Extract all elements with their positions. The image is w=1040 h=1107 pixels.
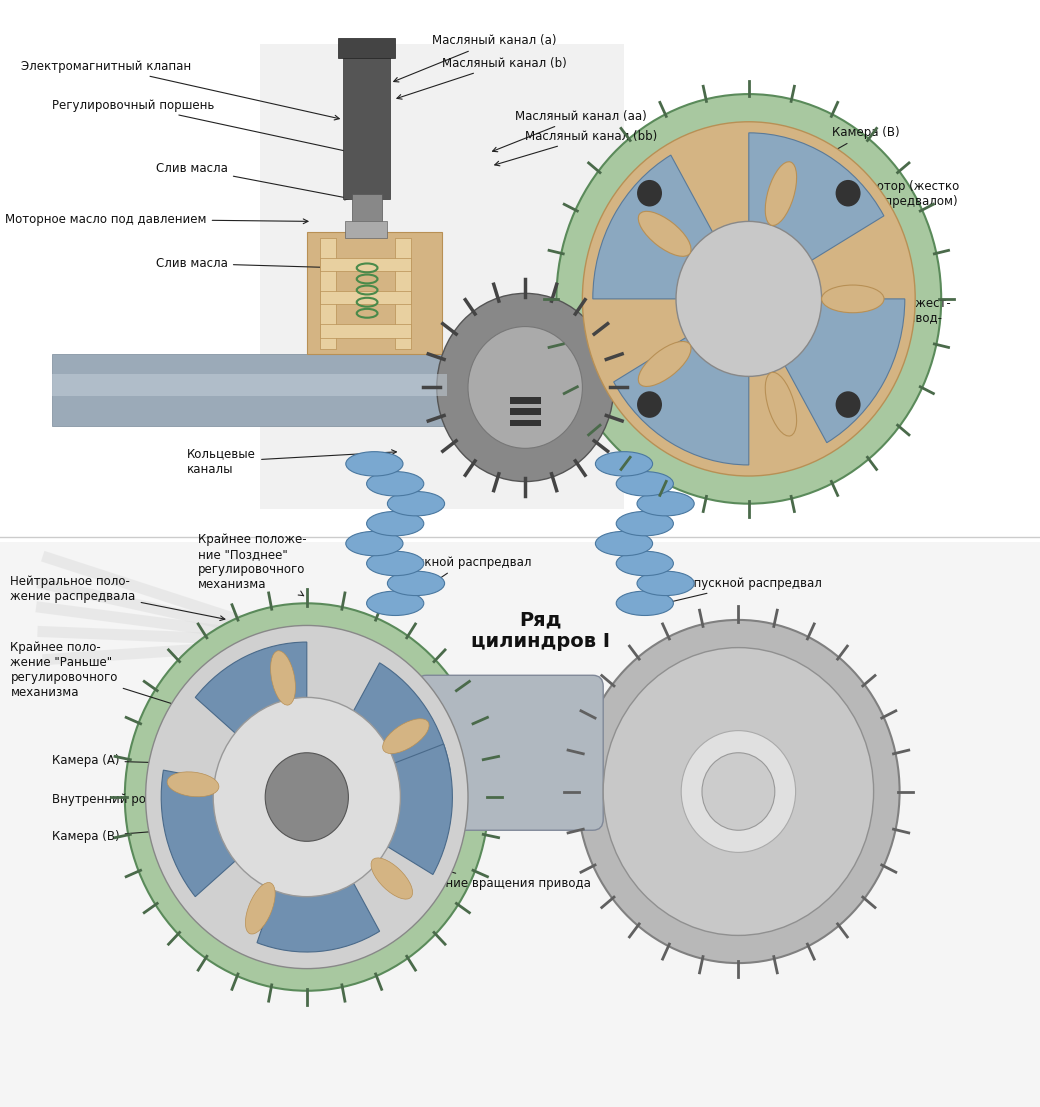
Text: Крайнее положе-
ние "Позднее"
регулировочного
механизма: Крайнее положе- ние "Позднее" регулирово… (198, 534, 306, 596)
Wedge shape (196, 642, 307, 797)
Text: Камера (А): Камера (А) (779, 261, 868, 282)
Text: Наружный ротор: Наружный ротор (198, 868, 304, 890)
Wedge shape (593, 155, 749, 299)
Circle shape (835, 391, 860, 417)
Ellipse shape (366, 591, 424, 615)
Text: Наружный ротор (жест-
ко соединен с привод-
ной цепью): Наружный ротор (жест- ко соединен с прив… (789, 298, 951, 340)
Text: Слив масла: Слив масла (156, 257, 339, 270)
Ellipse shape (636, 571, 695, 596)
Text: Масляный канал (bb): Масляный канал (bb) (495, 130, 657, 166)
Circle shape (213, 697, 400, 897)
Ellipse shape (366, 511, 424, 536)
Ellipse shape (366, 472, 424, 496)
Ellipse shape (245, 882, 276, 934)
Circle shape (676, 221, 822, 376)
Ellipse shape (366, 551, 424, 576)
Text: Регулировочный поршень: Регулировочный поршень (52, 99, 349, 153)
Bar (52, 374, 447, 396)
Bar (320, 238, 336, 349)
Bar (320, 258, 411, 271)
Text: Электромагнитный клапан: Электромагнитный клапан (21, 60, 339, 120)
Wedge shape (307, 663, 450, 797)
Ellipse shape (371, 858, 413, 899)
Bar (343, 55, 390, 199)
Wedge shape (307, 744, 452, 875)
Bar (510, 408, 541, 415)
Bar (52, 354, 447, 426)
Circle shape (702, 753, 775, 830)
Text: Камера (А): Камера (А) (52, 754, 193, 767)
Text: Моторное масло под давлением: Моторное масло под давлением (5, 213, 308, 226)
Bar (320, 324, 411, 338)
Circle shape (265, 753, 348, 841)
Ellipse shape (765, 372, 797, 436)
Circle shape (582, 122, 915, 476)
Ellipse shape (270, 651, 295, 705)
Bar (307, 232, 442, 354)
Text: Масляный канал (b): Масляный канал (b) (397, 56, 567, 100)
Text: Ряд
цилиндров I: Ряд цилиндров I (471, 610, 610, 652)
Ellipse shape (639, 211, 691, 257)
Text: Слив масла: Слив масла (156, 162, 349, 200)
Ellipse shape (639, 341, 691, 386)
Text: Направление вращения привода: Направление вращения привода (385, 866, 591, 890)
Bar (338, 38, 395, 58)
Text: Кольцевые
каналы: Кольцевые каналы (187, 447, 396, 476)
Ellipse shape (387, 492, 445, 516)
Circle shape (577, 620, 900, 963)
Wedge shape (257, 797, 380, 952)
Text: Выпускной распредвал: Выпускной распредвал (659, 577, 822, 606)
Ellipse shape (387, 571, 445, 596)
Ellipse shape (636, 492, 695, 516)
Bar (510, 420, 541, 426)
Text: Внутренний ротор (жестко
соединен с распредвалом): Внутренний ротор (жестко соединен с расп… (779, 179, 960, 225)
Ellipse shape (345, 531, 404, 556)
Wedge shape (614, 299, 749, 465)
Bar (320, 291, 411, 304)
Bar (0, 542, 1040, 1107)
Circle shape (638, 180, 662, 207)
Circle shape (146, 625, 468, 969)
Circle shape (638, 391, 662, 417)
Text: Крайнее поло-
жение "Раньше"
регулировочного
механизма: Крайнее поло- жение "Раньше" регулировоч… (10, 641, 183, 708)
Text: Масляный канал (a): Масляный канал (a) (394, 34, 556, 82)
Ellipse shape (616, 591, 674, 615)
Circle shape (603, 648, 874, 935)
Ellipse shape (595, 452, 653, 476)
Circle shape (437, 293, 614, 482)
Text: Масляный канал (aa): Масляный канал (aa) (493, 110, 647, 152)
Ellipse shape (167, 772, 218, 797)
Ellipse shape (616, 511, 674, 536)
Bar (260, 44, 624, 509)
Ellipse shape (822, 284, 884, 312)
Circle shape (556, 94, 941, 504)
Text: Камера (В): Камера (В) (52, 826, 193, 844)
Ellipse shape (616, 472, 674, 496)
Bar (345, 221, 387, 238)
Ellipse shape (383, 718, 430, 754)
Wedge shape (161, 770, 307, 897)
Ellipse shape (765, 162, 797, 226)
Wedge shape (749, 299, 905, 443)
Circle shape (125, 603, 489, 991)
Ellipse shape (595, 531, 653, 556)
Wedge shape (749, 133, 884, 299)
Text: Внутренний ротор: Внутренний ротор (52, 793, 199, 806)
Text: Впускной распредвал: Впускной распредвал (395, 556, 531, 592)
Circle shape (468, 327, 582, 448)
Ellipse shape (345, 452, 404, 476)
Bar (395, 238, 411, 349)
Circle shape (835, 180, 860, 207)
Bar (352, 194, 382, 227)
Ellipse shape (616, 551, 674, 576)
FancyBboxPatch shape (416, 675, 603, 830)
Bar (510, 397, 541, 404)
Circle shape (681, 731, 796, 852)
Text: Нейтральное поло-
жение распредвала: Нейтральное поло- жение распредвала (10, 575, 225, 621)
Text: Камера (В): Камера (В) (814, 126, 900, 162)
